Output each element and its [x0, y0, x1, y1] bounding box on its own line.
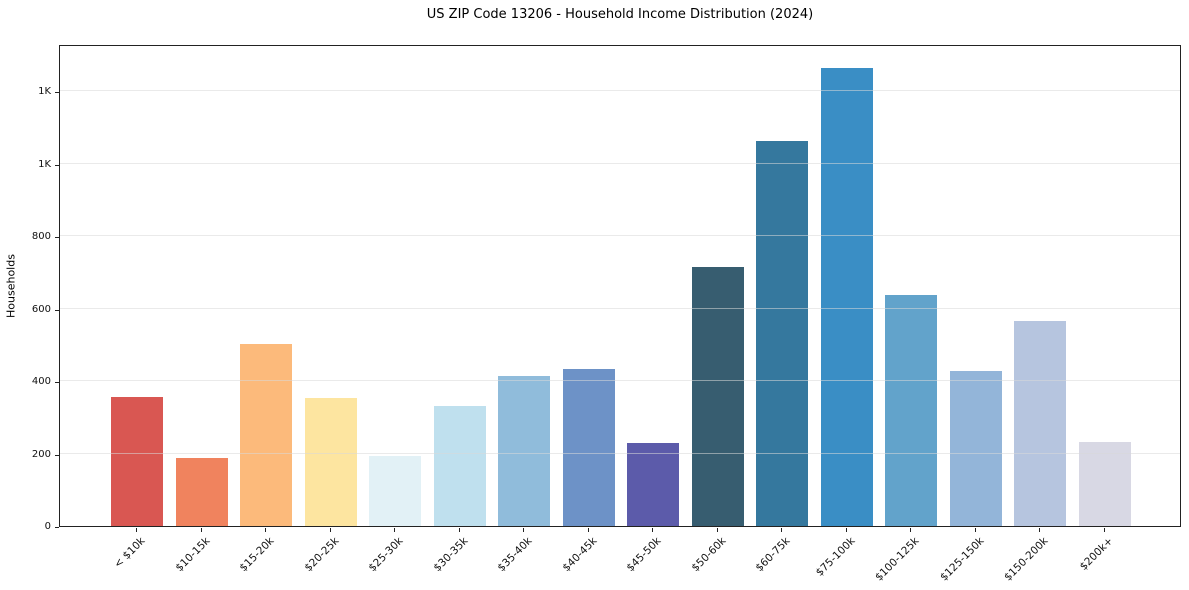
- x-tick-mark: [1039, 528, 1041, 532]
- bar: [304, 398, 357, 526]
- bar: [433, 406, 486, 526]
- bar: [1079, 441, 1131, 526]
- bar: [885, 295, 938, 526]
- bar: [691, 266, 744, 526]
- y-tick-mark: [55, 92, 59, 94]
- bar: [498, 375, 551, 526]
- y-tick-mark: [55, 309, 59, 311]
- bar: [562, 369, 615, 526]
- bar: [1014, 321, 1067, 526]
- bar: [175, 457, 228, 526]
- x-tick-mark: [1104, 528, 1105, 532]
- chart-title: US ZIP Code 13206 - Household Income Dis…: [426, 7, 814, 22]
- y-tick-mark: [55, 527, 59, 528]
- x-tick-mark: [652, 528, 654, 532]
- bar: [627, 443, 680, 526]
- x-tick-mark: [394, 528, 396, 532]
- x-tick-mark: [910, 528, 912, 532]
- y-tick-mark: [55, 382, 59, 384]
- bars-layer: [60, 46, 1180, 526]
- x-tick-mark: [781, 528, 783, 532]
- bar: [369, 456, 422, 526]
- x-tick-label: < $10k: [111, 535, 148, 571]
- y-tick-label: 600: [31, 303, 51, 315]
- x-tick-mark: [587, 528, 589, 532]
- x-tick-mark: [200, 528, 202, 532]
- x-tick-mark: [845, 528, 847, 532]
- x-tick-mark: [716, 528, 718, 532]
- bar: [820, 67, 873, 526]
- x-tick-mark: [136, 528, 137, 532]
- x-tick-mark: [523, 528, 525, 532]
- x-tick-mark: [265, 528, 267, 532]
- y-tick-mark: [55, 237, 59, 239]
- bar: [240, 343, 293, 526]
- y-tick-mark: [55, 164, 59, 166]
- y-tick-label: 1K: [38, 86, 51, 98]
- y-tick-label: 800: [31, 231, 51, 243]
- bar: [756, 141, 809, 526]
- y-tick-label: 1K: [38, 158, 51, 170]
- plot-area: [59, 45, 1181, 527]
- y-tick-label: 400: [31, 376, 51, 388]
- bar: [949, 370, 1002, 526]
- y-tick-label: 0: [44, 521, 51, 532]
- x-tick-mark: [458, 528, 460, 532]
- bar: [111, 396, 163, 526]
- x-tick-mark: [329, 528, 331, 532]
- y-tick-label: 200: [31, 448, 51, 460]
- x-tick-mark: [974, 528, 976, 532]
- y-tick-mark: [55, 454, 59, 456]
